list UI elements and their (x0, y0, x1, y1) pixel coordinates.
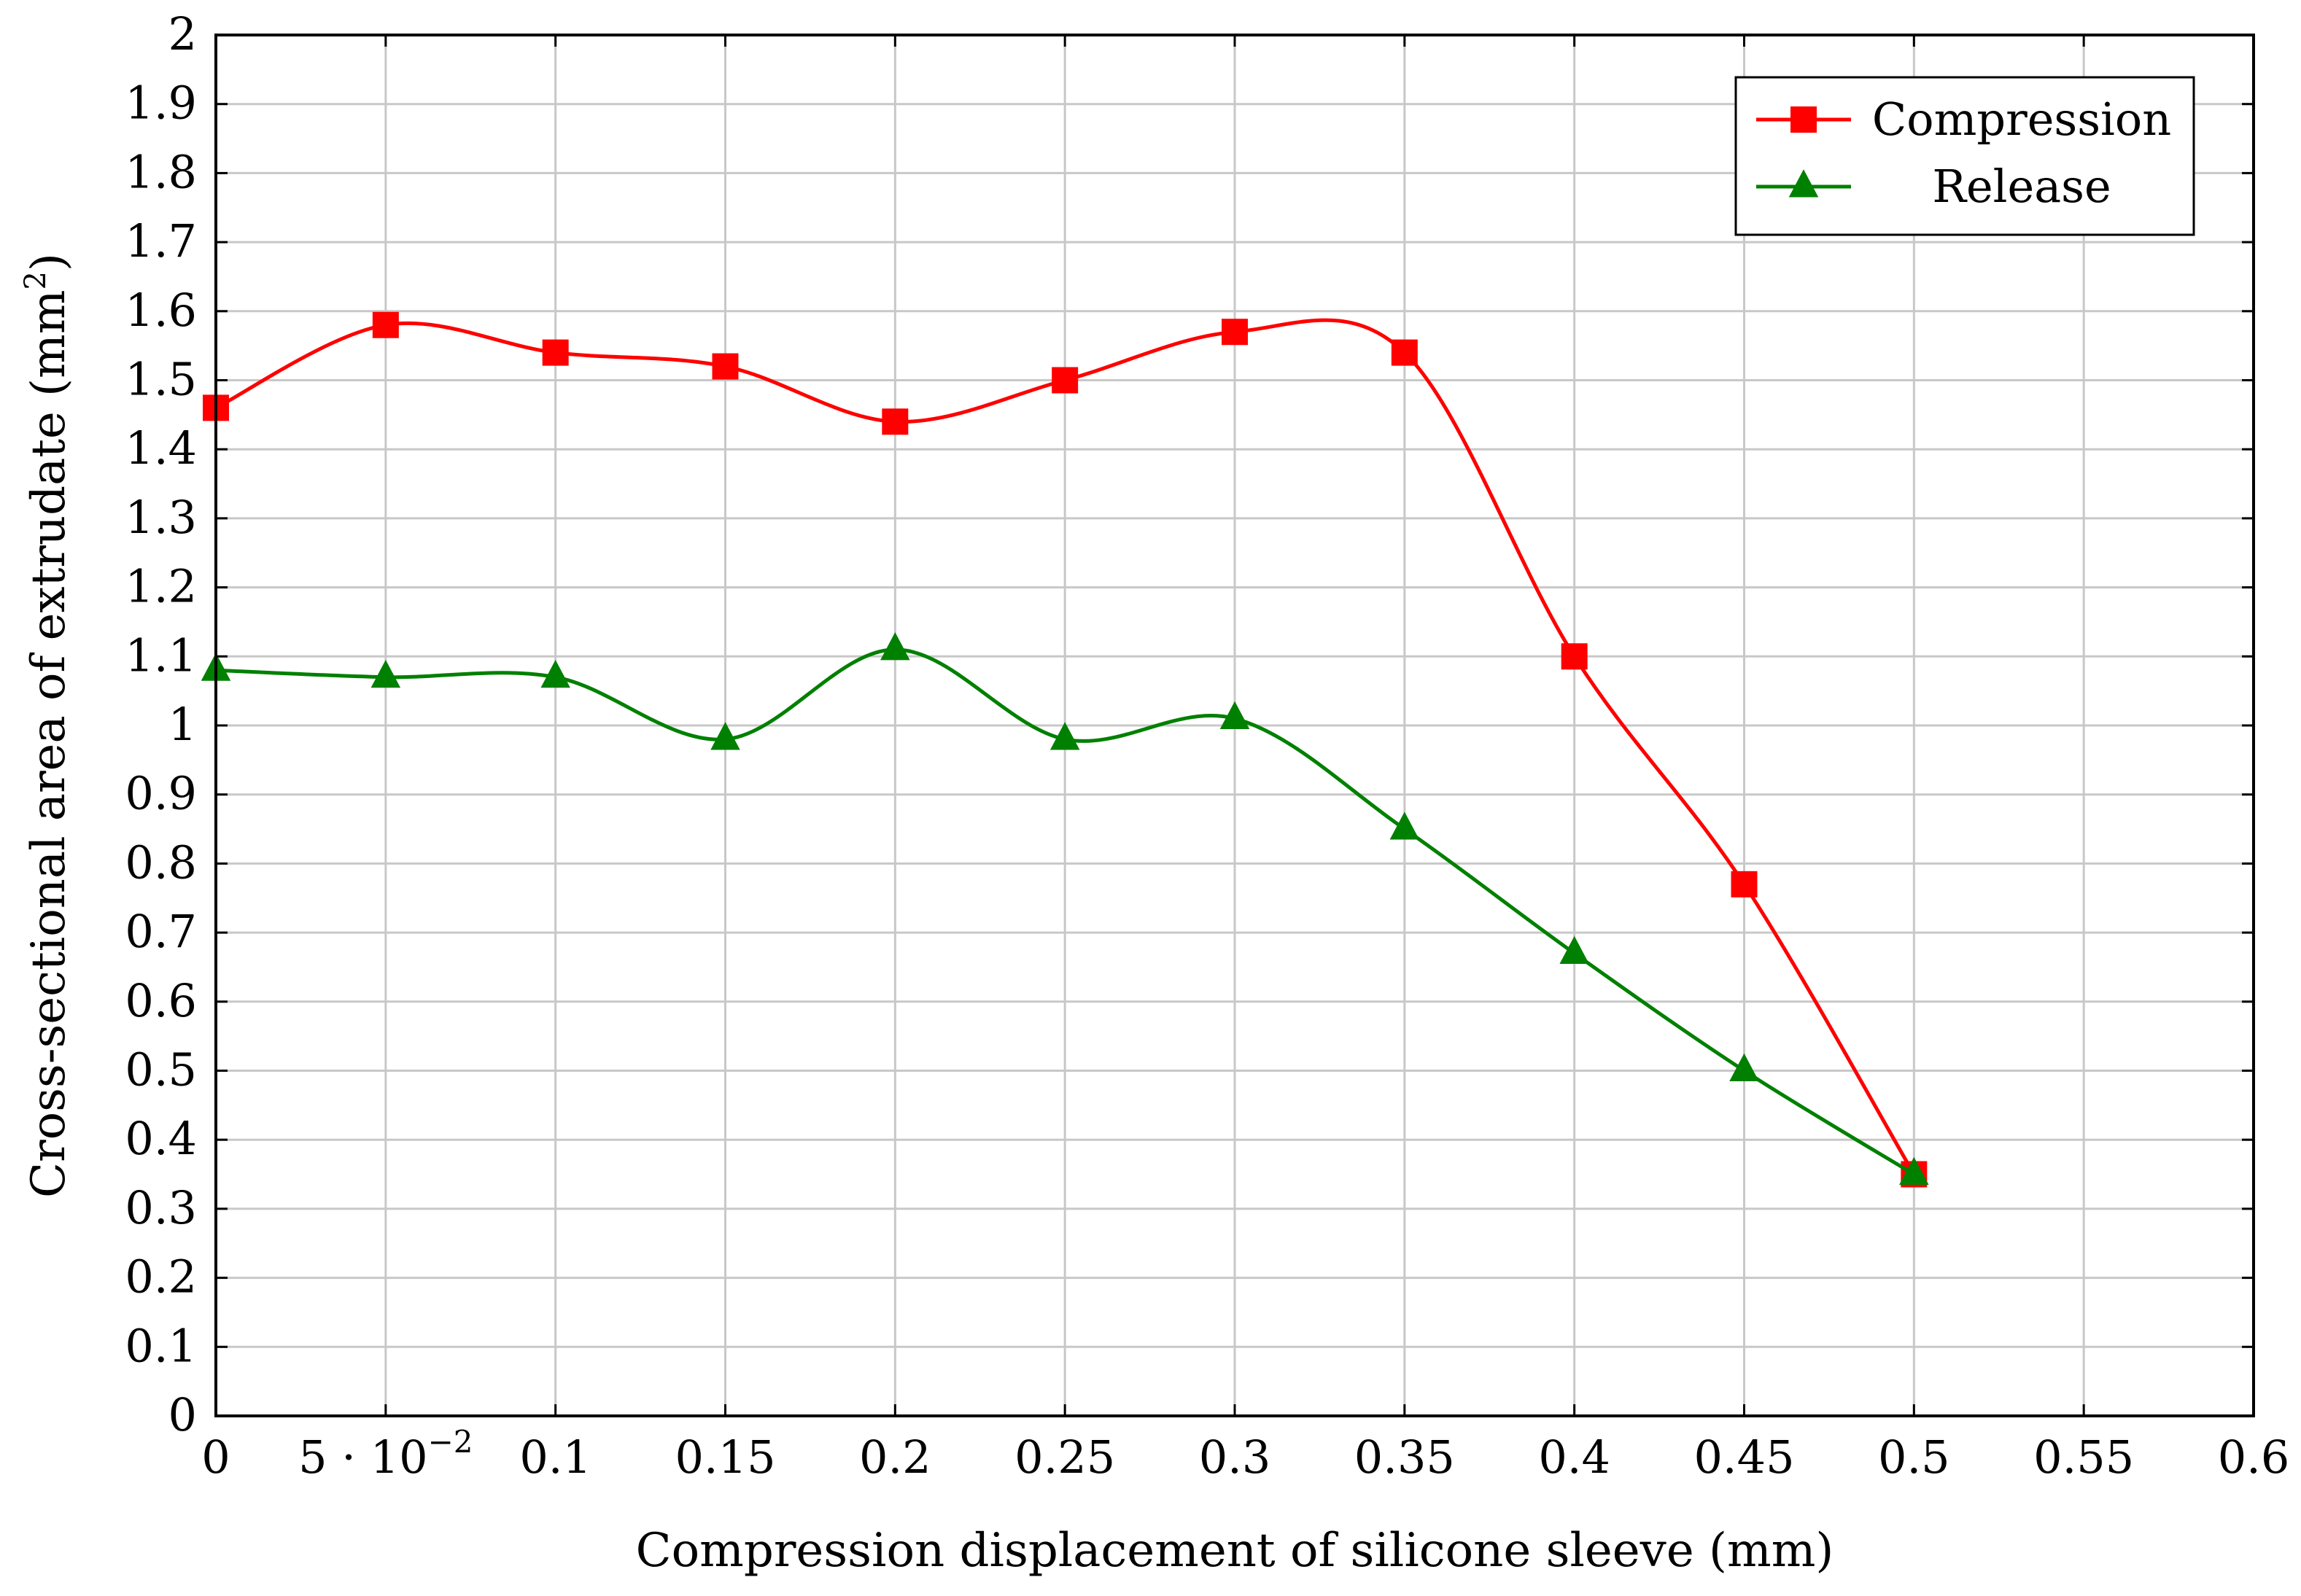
release-point (1389, 811, 1420, 840)
x-tick-label-exponent: −2 (428, 1424, 473, 1460)
x-tick-label-base: 0 (201, 1430, 230, 1484)
x-tick-label: 0.15 (675, 1430, 775, 1484)
x-tick-label: 0.3 (1199, 1430, 1271, 1484)
y-tick-label: 0.6 (125, 974, 197, 1027)
x-tick-label: 0.45 (1693, 1430, 1794, 1484)
x-tick-label: 0.4 (1538, 1430, 1610, 1484)
x-tick-label-base: 0.3 (1199, 1430, 1271, 1484)
x-tick-label-base: 0.35 (1354, 1430, 1455, 1484)
x-tick-label-base: 5 · 10 (298, 1430, 427, 1484)
y-tick-label: 1.7 (125, 214, 197, 268)
x-tick-label-base: 0.1 (519, 1430, 591, 1484)
x-tick-label-base: 0.2 (859, 1430, 931, 1484)
y-tick-label: 0.5 (125, 1043, 197, 1097)
y-tick-label: 1.6 (125, 284, 197, 337)
legend: Compression Release (1734, 76, 2195, 236)
x-axis-title: Compression displacement of silicone sle… (636, 1524, 1834, 1578)
y-tick-label: 1.4 (125, 421, 197, 475)
y-tick-label: 0.4 (125, 1112, 197, 1165)
x-tick-label: 0.25 (1014, 1430, 1115, 1484)
legend-label-compression: Compression (1872, 93, 2171, 146)
y-axis-title-close: ) (22, 253, 76, 271)
compression-point (1222, 319, 1248, 346)
tick-marks (214, 34, 2255, 1417)
x-tick-label-base: 0.55 (2033, 1430, 2134, 1484)
release-point (540, 659, 570, 688)
legend-label-release: Release (1932, 160, 2111, 213)
release-point (880, 632, 910, 661)
legend-box (1734, 76, 2195, 236)
compression-point (1561, 643, 1588, 670)
y-tick-label: 0.2 (125, 1250, 197, 1304)
release-point (1729, 1053, 1759, 1081)
y-tick-label: 0.1 (125, 1319, 197, 1372)
y-tick-labels: 0 0.1 0.2 0.3 0.4 0.5 0.6 0.7 0.8 0.9 1 1.1 1.2 1.3 1.… (125, 7, 197, 1441)
legend-marker-release (1788, 169, 1819, 198)
compression-point (1052, 367, 1079, 394)
y-tick-label: 0.3 (125, 1181, 197, 1234)
y-axis-title-superscript: 2 (19, 271, 53, 289)
x-tick-label-base: 0.4 (1538, 1430, 1610, 1484)
compression-point (542, 339, 569, 366)
compression-point (882, 408, 909, 435)
y-tick-label: 1.9 (125, 77, 197, 130)
release-point (370, 659, 401, 688)
x-tick-label: 0.2 (859, 1430, 931, 1484)
y-tick-label: 1.1 (125, 628, 197, 682)
y-tick-label: 2 (168, 7, 197, 61)
x-tick-label: 0.35 (1354, 1430, 1455, 1484)
release-point (1899, 1156, 1929, 1186)
y-tick-label: 1.8 (125, 145, 197, 198)
y-tick-label: 1 (168, 698, 197, 751)
y-tick-label: 0.7 (125, 905, 197, 958)
x-tick-label-base: 0.6 (2218, 1430, 2290, 1484)
x-tick-label: 0.55 (2033, 1430, 2134, 1484)
series-layer (201, 311, 1929, 1188)
x-tick-label-base: 0.45 (1693, 1430, 1794, 1484)
series-release (201, 632, 1929, 1186)
y-tick-label: 1.5 (125, 353, 197, 406)
y-tick-label: 0.8 (125, 836, 197, 889)
y-tick-label: 0 (168, 1388, 197, 1441)
legend-marker-compression (1790, 106, 1817, 133)
release-point (1049, 722, 1080, 750)
x-tick-label-base: 0.25 (1014, 1430, 1115, 1484)
y-axis-title-main: Cross-sectional area of extrudate (mm (22, 289, 76, 1197)
y-axis-title: Cross-sectional area of extrudate (mm2) (19, 253, 76, 1198)
compression-point (372, 311, 399, 338)
compression-point (712, 353, 739, 380)
x-tick-label: 0.5 (1878, 1430, 1950, 1484)
x-tick-label: 0 (201, 1430, 230, 1484)
compression-point (1731, 871, 1758, 898)
y-tick-label: 1.2 (125, 560, 197, 613)
x-tick-label: 5 · 10−2 (298, 1424, 473, 1484)
compression-point (1391, 339, 1418, 366)
release-point (710, 722, 740, 750)
release-point (1559, 935, 1589, 965)
y-tick-label: 1.3 (125, 491, 197, 544)
release-point (1219, 701, 1250, 730)
x-tick-label-base: 0.15 (675, 1430, 775, 1484)
x-tick-label-base: 0.5 (1878, 1430, 1950, 1484)
x-tick-label: 0.1 (519, 1430, 591, 1484)
series-line-compression (214, 318, 1916, 1175)
x-tick-label: 0.6 (2218, 1430, 2290, 1484)
y-tick-label: 0.9 (125, 767, 197, 820)
x-tick-labels: 0 5 · 10−2 0.1 0.15 0.2 0.25 0.3 0.35 0.4 0.45 0.5… (201, 1424, 2289, 1484)
